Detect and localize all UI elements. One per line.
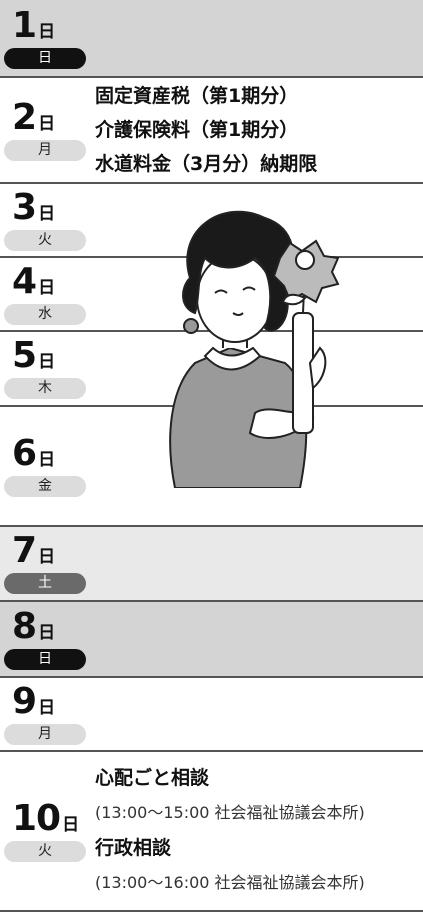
day-unit: 日 [62,814,80,835]
day-label: 10 日火 [0,797,95,862]
event-text: 水道料金（3月分）納期限 [95,153,318,175]
event-list: 心配ごと相談 (13:00～15:00 社会福祉協議会本所) 行政相談 (13:00～… [95,761,365,901]
weekday-badge: 水 [4,303,86,325]
event-text: 心配ごと相談 [95,767,210,789]
event-text: (13:00～16:00 社会福祉協議会本所) [95,873,365,892]
day-number: 1 [12,4,37,46]
day-number: 2 [12,96,37,138]
weekday-badge: 木 [4,378,86,399]
event-list: 固定資産税（第1期分） 介護保険料（第1期分） 水道料金（3月分）納期限 [95,79,317,181]
day-number: 9 [12,680,37,722]
day-unit: 日 [38,352,56,372]
day-unit: 日 [38,449,56,470]
day-row: 2 日月固定資産税（第1期分） 介護保険料（第1期分） 水道料金（3月分）納期限 [0,78,423,184]
weekday-badge: 火 [4,229,86,251]
day-row: 10 日火心配ごと相談 (13:00～15:00 社会福祉協議会本所) 行政相談 (13… [0,752,423,912]
day-unit: 日 [38,277,56,298]
day-number: 5 [12,335,37,376]
illustration [169,210,340,488]
day-number: 3 [12,186,37,228]
day-number-line: 10 日 [4,797,80,839]
day-number: 6 [12,432,37,474]
day-number: 10 [12,797,61,839]
weekday-badge: 日 [4,47,86,69]
weekday-badge: 火 [4,840,86,862]
weekday-badge: 日 [4,648,86,670]
day-number: 4 [12,260,37,302]
day-unit: 日 [38,547,56,567]
event-text: (13:00～15:00 社会福祉協議会本所) [95,803,365,822]
weekday-badge: 月 [4,139,86,161]
event-text: 行政相談 [95,837,172,859]
weekday-badge: 土 [4,573,86,594]
day-number: 7 [12,530,37,571]
weekday-badge: 月 [4,723,86,745]
day-unit: 日 [38,622,56,643]
weekday-badge: 金 [4,475,86,497]
day-unit: 日 [38,21,56,42]
day-unit: 日 [38,203,56,224]
day-unit: 日 [38,697,56,718]
day-number: 8 [12,605,37,647]
event-text: 固定資産税（第1期分） [95,85,299,107]
event-text: 介護保険料（第1期分） [95,119,299,141]
day-unit: 日 [38,113,56,134]
